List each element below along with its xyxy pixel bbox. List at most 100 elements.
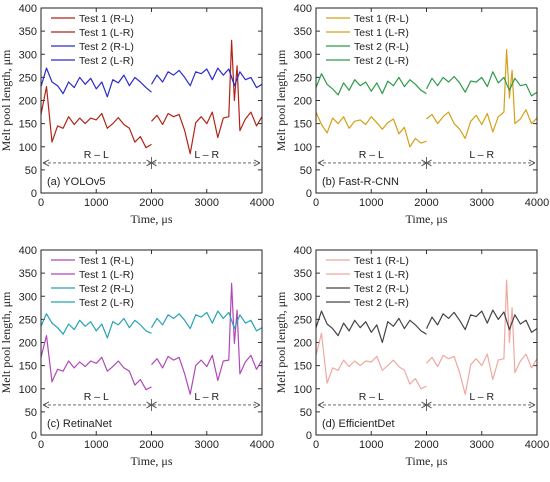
y-tick-label: 100 xyxy=(19,142,37,154)
series-line-3 xyxy=(425,71,538,97)
y-tick-label: 400 xyxy=(294,245,312,257)
legend-label: Test 2 (L-R) xyxy=(354,297,409,309)
region-label: R – L xyxy=(359,149,384,161)
series-line-0 xyxy=(315,111,427,148)
region-divider-arrow-icon xyxy=(146,398,157,411)
y-tick-label: 50 xyxy=(25,407,37,419)
x-tick-label: 0 xyxy=(313,197,319,209)
y-tick-label: 350 xyxy=(294,268,312,280)
y-tick-label: 0 xyxy=(31,430,37,442)
chart-panel-2: 0 1000 2000 3000 4000 0 50 100 150 200 250 300 350 40… xyxy=(0,245,274,468)
series-line-0 xyxy=(40,335,152,391)
series-line-2 xyxy=(315,310,427,344)
y-tick-label: 200 xyxy=(294,338,312,350)
x-tick-label: 3000 xyxy=(470,197,494,209)
legend-label: Test 1 (R-L) xyxy=(79,13,134,25)
series-line-1 xyxy=(151,282,263,395)
panel-caption: (a) YOLOv5 xyxy=(47,176,106,188)
y-tick-label: 250 xyxy=(19,314,37,326)
y-tick-label: 0 xyxy=(31,188,37,200)
legend-label: Test 1 (R-L) xyxy=(354,255,409,267)
y-tick-label: 300 xyxy=(19,49,37,61)
x-tick-label: 0 xyxy=(38,197,44,209)
y-tick-label: 200 xyxy=(19,96,37,108)
y-tick-label: 150 xyxy=(294,119,312,131)
x-axis-title: Time, μs xyxy=(130,212,172,226)
y-tick-label: 300 xyxy=(294,49,312,61)
region-label: R – L xyxy=(84,149,109,161)
series-line-3 xyxy=(425,309,538,333)
x-axis-title: Time, μs xyxy=(405,212,447,226)
plot-frame xyxy=(40,249,263,436)
x-axis-title: Time, μs xyxy=(130,454,172,468)
legend-label: Test 2 (R-L) xyxy=(79,41,134,53)
region-arrow-left-icon xyxy=(317,159,325,167)
region-label: L – R xyxy=(194,149,219,161)
y-tick-label: 150 xyxy=(19,361,37,373)
chart-panel-0: 0 1000 2000 3000 4000 0 50 100 150 200 250 300 350 40… xyxy=(0,3,274,226)
y-tick-label: 100 xyxy=(294,142,312,154)
y-tick-label: 150 xyxy=(19,119,37,131)
y-tick-label: 0 xyxy=(306,430,312,442)
x-tick-label: 1000 xyxy=(84,439,108,451)
y-tick-label: 400 xyxy=(294,3,312,15)
y-tick-label: 250 xyxy=(294,314,312,326)
legend-label: Test 1 (R-L) xyxy=(79,255,134,267)
y-tick-label: 400 xyxy=(19,3,37,15)
chart-panel-3: 0 1000 2000 3000 4000 0 50 100 150 200 250 300 350 40… xyxy=(274,245,549,468)
x-tick-label: 0 xyxy=(313,439,319,451)
panel-caption: (d) EfficientDet xyxy=(322,418,395,430)
x-tick-label: 1000 xyxy=(359,439,383,451)
x-tick-label: 2000 xyxy=(139,439,163,451)
legend-label: Test 1 (R-L) xyxy=(354,13,409,25)
y-tick-label: 50 xyxy=(300,165,312,177)
series-line-1 xyxy=(426,279,538,395)
legend-label: Test 1 (L-R) xyxy=(354,269,409,281)
region-arrow-left-icon xyxy=(42,401,50,409)
region-label: R – L xyxy=(84,391,109,403)
y-axis-title: Melt pool length, μm xyxy=(0,291,13,393)
legend-label: Test 2 (L-R) xyxy=(354,55,409,67)
plot-frame xyxy=(40,7,263,194)
x-tick-label: 0 xyxy=(38,439,44,451)
y-tick-label: 50 xyxy=(25,165,37,177)
series-line-3 xyxy=(150,67,263,89)
y-axis-title: Melt pool length, μm xyxy=(274,49,288,151)
y-tick-label: 50 xyxy=(300,407,312,419)
region-arrow-right-icon xyxy=(253,401,261,409)
chart-panel-1: 0 1000 2000 3000 4000 0 50 100 150 200 250 300 350 40… xyxy=(274,3,549,226)
region-label: L – R xyxy=(469,149,494,161)
region-arrow-left-icon xyxy=(317,401,325,409)
legend-label: Test 2 (R-L) xyxy=(354,41,409,53)
y-tick-label: 200 xyxy=(19,338,37,350)
y-tick-label: 350 xyxy=(19,268,37,280)
series-line-1 xyxy=(151,39,263,155)
x-tick-label: 3000 xyxy=(195,439,219,451)
series-line-2 xyxy=(315,73,427,96)
x-tick-label: 1000 xyxy=(84,197,108,209)
x-tick-label: 2000 xyxy=(414,439,438,451)
x-tick-label: 2000 xyxy=(139,197,163,209)
y-axis-title: Melt pool length, μm xyxy=(274,291,288,393)
y-axis-title: Melt pool length, μm xyxy=(0,49,13,151)
x-tick-label: 4000 xyxy=(525,439,549,451)
series-line-3 xyxy=(150,310,263,332)
x-axis-title: Time, μs xyxy=(405,454,447,468)
y-tick-label: 300 xyxy=(294,291,312,303)
x-tick-label: 2000 xyxy=(414,197,438,209)
x-tick-label: 3000 xyxy=(470,439,494,451)
legend-label: Test 2 (R-L) xyxy=(79,283,134,295)
region-divider-arrow-icon xyxy=(421,398,432,411)
x-tick-label: 4000 xyxy=(250,197,274,209)
y-tick-label: 100 xyxy=(294,384,312,396)
legend-label: Test 1 (L-R) xyxy=(79,27,134,39)
plot-frame xyxy=(315,7,538,194)
legend-label: Test 2 (L-R) xyxy=(79,55,134,67)
x-tick-label: 4000 xyxy=(250,439,274,451)
legend-label: Test 2 (R-L) xyxy=(354,283,409,295)
series-line-1 xyxy=(426,48,538,139)
region-arrow-right-icon xyxy=(253,159,261,167)
region-arrow-right-icon xyxy=(528,401,536,409)
y-tick-label: 150 xyxy=(294,361,312,373)
y-tick-label: 350 xyxy=(19,26,37,38)
